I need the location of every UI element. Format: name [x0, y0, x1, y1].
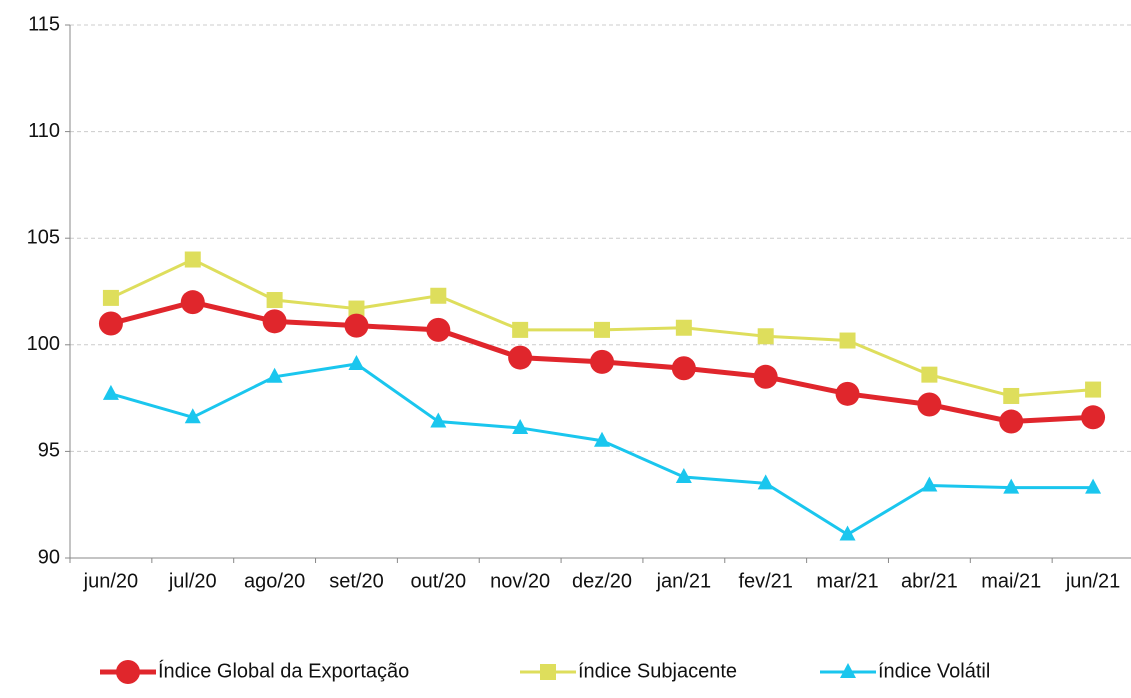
point [839, 525, 856, 541]
point [344, 313, 369, 338]
point [1081, 405, 1106, 430]
point [917, 392, 942, 417]
point [508, 345, 533, 370]
point [266, 292, 283, 309]
point [512, 321, 529, 338]
point [1085, 381, 1102, 398]
y-tick-label: 90 [38, 546, 60, 568]
x-tick-label: jun/20 [83, 570, 139, 592]
x-tick-label: jul/20 [168, 570, 217, 592]
x-tick-label: set/20 [329, 570, 383, 592]
point [594, 321, 610, 338]
point [921, 366, 938, 383]
x-tick-label: abr/21 [901, 570, 958, 592]
x-tick-label: nov/20 [490, 570, 550, 592]
legend-marker [840, 663, 856, 678]
point [184, 408, 201, 424]
point [1003, 478, 1020, 494]
legend-label: índice Volátil [878, 660, 990, 682]
point [839, 332, 856, 349]
point [921, 476, 938, 492]
y-tick-label: 115 [28, 13, 60, 35]
point [102, 384, 119, 400]
y-tick-label: 105 [27, 226, 60, 248]
x-tick-label: jun/21 [1065, 570, 1121, 592]
point [430, 287, 447, 304]
legend-label: Índice Global da Exportação [158, 659, 409, 682]
x-tick-label: mai/21 [981, 570, 1041, 592]
y-tick-label: 100 [27, 333, 60, 355]
point [102, 289, 119, 306]
point [180, 290, 205, 315]
point [1085, 478, 1102, 494]
legend-label: índice Subjacente [578, 660, 737, 682]
series-line [110, 362, 1094, 537]
x-tick-label: mar/21 [816, 570, 878, 592]
point [675, 467, 692, 483]
point [348, 300, 365, 317]
point [675, 319, 692, 336]
point [671, 356, 696, 381]
point [594, 431, 610, 447]
point [1003, 387, 1020, 404]
x-tick-label: dez/20 [572, 570, 632, 592]
point [348, 354, 365, 370]
point [430, 412, 447, 428]
point [266, 367, 283, 383]
x-tick-label: jan/21 [656, 570, 712, 592]
legend-marker [540, 664, 556, 680]
y-tick-label: 95 [38, 440, 60, 462]
point [757, 474, 774, 490]
point [590, 349, 614, 374]
point [184, 251, 201, 268]
point [98, 311, 123, 336]
point [999, 409, 1024, 434]
point [426, 317, 451, 342]
y-tick-label: 110 [28, 120, 60, 142]
x-tick-label: out/20 [411, 570, 467, 592]
point [262, 309, 287, 334]
x-tick-label: ago/20 [244, 570, 305, 592]
legend-marker [116, 660, 140, 684]
point [512, 418, 529, 434]
point [757, 328, 774, 345]
point [835, 381, 860, 406]
x-tick-label: fev/21 [738, 570, 792, 592]
point [753, 364, 778, 389]
